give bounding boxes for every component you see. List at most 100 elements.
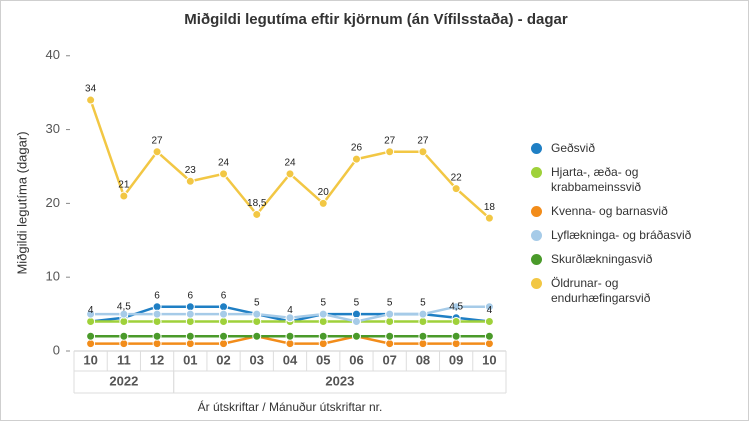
y-tick-label: 10 — [46, 269, 60, 284]
x-tick-label: 06 — [349, 352, 363, 367]
data-label: 27 — [384, 135, 396, 146]
data-point — [351, 154, 361, 164]
data-point — [351, 331, 361, 341]
data-point — [385, 316, 395, 326]
data-point — [152, 331, 162, 341]
data-point — [219, 302, 229, 312]
legend-swatch — [531, 206, 542, 217]
data-point — [86, 331, 96, 341]
legend-swatch — [531, 167, 542, 178]
data-point — [252, 331, 262, 341]
data-point — [219, 331, 229, 341]
legend-item[interactable]: Kvenna- og barnasvið — [531, 204, 731, 219]
y-tick-label: 0 — [53, 342, 60, 357]
data-point — [385, 147, 395, 157]
y-axis-label: Miðgildi legutíma (dagar) — [14, 131, 29, 274]
data-point — [385, 309, 395, 319]
data-point — [318, 198, 328, 208]
data-point — [351, 316, 361, 326]
data-label: 27 — [417, 135, 429, 146]
data-point — [285, 169, 295, 179]
legend-item[interactable]: Hjarta-, æða- og krabbameinssvið — [531, 165, 731, 195]
data-point — [318, 309, 328, 319]
legend-item[interactable]: Skurðlækningasvið — [531, 252, 731, 267]
data-label: 24 — [218, 157, 230, 168]
data-point — [451, 331, 461, 341]
data-point — [484, 331, 494, 341]
data-label: 20 — [318, 187, 330, 198]
data-point — [152, 316, 162, 326]
data-label: 5 — [387, 298, 393, 309]
data-point — [451, 302, 461, 312]
data-label: 4,5 — [117, 301, 131, 312]
chart-title: Miðgildi legutíma eftir kjörnum (án Vífi… — [184, 11, 568, 28]
y-tick-label: 20 — [46, 195, 60, 210]
data-label: 4 — [487, 305, 493, 316]
legend-item[interactable]: Lyflækninga- og bráðasvið — [531, 228, 731, 243]
data-point — [385, 339, 395, 349]
x-tick-label: 10 — [482, 352, 496, 367]
data-label: 6 — [221, 290, 227, 301]
data-point — [152, 302, 162, 312]
data-label: 24 — [284, 157, 296, 168]
legend-label: Öldrunar- og endurhæfingarsvið — [551, 276, 651, 305]
data-point — [219, 316, 229, 326]
data-label: 27 — [152, 135, 164, 146]
legend-label: Lyflækninga- og bráðasvið — [551, 228, 692, 242]
data-point — [351, 309, 361, 319]
data-point — [418, 331, 428, 341]
data-point — [285, 331, 295, 341]
data-label: 21 — [118, 180, 130, 191]
legend-label: Hjarta-, æða- og krabbameinssvið — [551, 165, 642, 194]
data-point — [152, 147, 162, 157]
data-point — [152, 309, 162, 319]
data-point — [484, 316, 494, 326]
data-point — [285, 313, 295, 323]
data-label: 5 — [420, 298, 426, 309]
data-label: 6 — [154, 290, 160, 301]
x-tick-label: 12 — [150, 352, 164, 367]
data-label: 34 — [85, 84, 97, 95]
data-label: 18,5 — [247, 198, 267, 209]
data-point — [86, 316, 96, 326]
data-point — [219, 339, 229, 349]
data-point — [86, 339, 96, 349]
data-point — [185, 331, 195, 341]
data-point — [318, 316, 328, 326]
legend-item[interactable]: Geðsvið — [531, 141, 731, 156]
data-point — [318, 331, 328, 341]
legend-label: Skurðlækningasvið — [551, 252, 653, 266]
data-point — [86, 309, 96, 319]
data-point — [152, 339, 162, 349]
data-label: 22 — [451, 172, 463, 183]
data-label: 5 — [320, 298, 326, 309]
x-group-label: 2022 — [109, 373, 138, 388]
y-tick-label: 30 — [46, 121, 60, 136]
data-point — [185, 339, 195, 349]
legend-swatch — [531, 278, 542, 289]
data-point — [484, 302, 494, 312]
data-point — [119, 331, 129, 341]
data-label: 18 — [484, 202, 496, 213]
data-point — [219, 309, 229, 319]
x-tick-label: 04 — [283, 352, 298, 367]
x-tick-label: 01 — [183, 352, 197, 367]
x-tick-label: 08 — [416, 352, 430, 367]
data-point — [484, 339, 494, 349]
data-point — [119, 191, 129, 201]
data-point — [185, 302, 195, 312]
data-point — [418, 147, 428, 157]
data-label: 5 — [354, 298, 360, 309]
legend-item[interactable]: Öldrunar- og endurhæfingarsvið — [531, 276, 731, 306]
legend-swatch — [531, 254, 542, 265]
data-point — [119, 309, 129, 319]
data-point — [418, 339, 428, 349]
data-point — [185, 316, 195, 326]
legend-label: Kvenna- og barnasvið — [551, 204, 668, 218]
x-tick-label: 10 — [83, 352, 97, 367]
x-tick-label: 02 — [216, 352, 230, 367]
data-point — [119, 316, 129, 326]
data-point — [285, 339, 295, 349]
